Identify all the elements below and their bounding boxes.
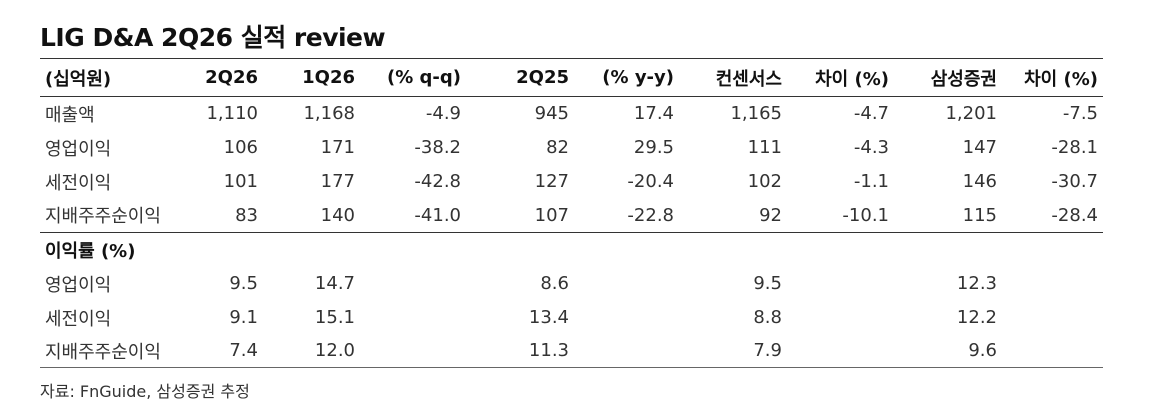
row-label: 영업이익: [45, 138, 112, 160]
table-cell: 127: [534, 171, 569, 192]
table-cell: 115: [962, 204, 997, 226]
table-cell: 17.4: [633, 103, 674, 125]
table-cell: 9.1: [229, 307, 258, 328]
section-row: 이익률 (%): [40, 232, 1103, 267]
header-cell: 차이 (%): [1002, 58, 1103, 97]
table-row: 지배주주순이익 7.4 12.0 11.3 7.9 9.6: [40, 334, 1103, 368]
table-cell: 177: [320, 171, 355, 192]
table-cell: [787, 301, 894, 335]
table-cell: 29.5: [633, 137, 674, 158]
table-cell: 102: [747, 171, 782, 192]
table-cell: 1,110: [206, 103, 258, 125]
table-cell: -38.2: [414, 137, 461, 158]
header-cell: (% q-q): [360, 58, 466, 97]
table-cell: [360, 301, 466, 335]
table-row: 지배주주순이익 83 140 -41.0 107 -22.8 92 -10.1 …: [40, 199, 1103, 233]
table-cell: 13.4: [528, 307, 569, 328]
table-cell: [574, 334, 679, 368]
table-cell: -7.5: [1062, 103, 1098, 125]
table-cell: -4.9: [425, 103, 461, 125]
table-cell: -10.1: [842, 204, 889, 226]
table-cell: 107: [534, 204, 569, 226]
table-row: 영업이익 9.5 14.7 8.6 9.5 12.3: [40, 267, 1103, 301]
table-cell: 140: [320, 204, 355, 226]
header-cell: 2Q25: [466, 58, 574, 97]
header-cell: (% y-y): [574, 58, 679, 97]
row-label: 세전이익: [45, 308, 112, 330]
table-cell: 12.3: [956, 273, 997, 294]
row-label: 지배주주순이익: [40, 334, 180, 368]
row-label: 영업이익: [45, 274, 112, 296]
table-cell: [1002, 301, 1103, 335]
table-cell: -28.4: [1051, 204, 1098, 226]
table-cell: 82: [546, 137, 569, 158]
table-cell: 111: [747, 137, 782, 158]
table-row: 매출액 1,110 1,168 -4.9 945 17.4 1,165 -4.7…: [40, 97, 1103, 131]
table-cell: [1002, 334, 1103, 368]
table-cell: 9.6: [894, 334, 1002, 368]
table-cell: 1,201: [945, 103, 997, 125]
table-cell: 147: [962, 137, 997, 158]
table-cell: 12.2: [956, 307, 997, 328]
row-label: 세전이익: [45, 172, 112, 194]
table-cell: -20.4: [627, 171, 674, 192]
earnings-table: (십억원) 2Q26 1Q26 (% q-q) 2Q25 (% y-y) 컨센서…: [40, 58, 1103, 368]
table-cell: -30.7: [1051, 171, 1098, 192]
table-row: 세전이익 101 177 -42.8 127 -20.4 102 -1.1 14…: [40, 165, 1103, 199]
table-cell: 15.1: [314, 307, 355, 328]
table-cell: -42.8: [414, 171, 461, 192]
table-cell: [360, 267, 466, 301]
header-cell: 컨센서스: [679, 58, 787, 97]
table-cell: 9.5: [753, 273, 782, 294]
table-cell: -28.1: [1051, 137, 1098, 158]
table-cell: [1002, 267, 1103, 301]
table-cell: 8.8: [753, 307, 782, 328]
table-row: 영업이익 106 171 -38.2 82 29.5 111 -4.3 147 …: [40, 131, 1103, 165]
source-note: 자료: FnGuide, 삼성증권 추정: [40, 382, 250, 401]
table-cell: -1.1: [853, 171, 889, 192]
section-label: 이익률 (%): [40, 232, 1103, 267]
table-cell: [360, 334, 466, 368]
table-cell: [574, 267, 679, 301]
header-cell: 차이 (%): [787, 58, 894, 97]
row-label: 매출액: [45, 104, 95, 126]
table-cell: -41.0: [414, 204, 461, 226]
table-cell: 1,168: [303, 103, 355, 125]
table-cell: 7.9: [679, 334, 787, 368]
table-cell: 92: [759, 204, 782, 226]
header-row: (십억원) 2Q26 1Q26 (% q-q) 2Q25 (% y-y) 컨센서…: [40, 58, 1103, 97]
table-cell: [574, 301, 679, 335]
table-cell: [787, 267, 894, 301]
table-cell: -4.7: [853, 103, 889, 125]
table-cell: 7.4: [180, 334, 263, 368]
header-cell: 1Q26: [263, 58, 360, 97]
table-cell: 14.7: [314, 273, 355, 294]
table-cell: 1,165: [730, 103, 782, 125]
header-cell: 2Q26: [180, 58, 263, 97]
table-cell: 11.3: [466, 334, 574, 368]
table-cell: [787, 334, 894, 368]
table-cell: 83: [235, 204, 258, 226]
table-cell: -4.3: [853, 137, 889, 158]
header-cell: (십억원): [40, 58, 180, 97]
table-cell: 106: [223, 137, 258, 158]
table-cell: 945: [534, 103, 569, 125]
table-row: 세전이익 9.1 15.1 13.4 8.8 12.2: [40, 301, 1103, 335]
table-cell: 8.6: [540, 273, 569, 294]
table-cell: 9.5: [229, 273, 258, 294]
table-cell: 101: [223, 171, 258, 192]
table-cell: 171: [320, 137, 355, 158]
table-cell: 12.0: [263, 334, 360, 368]
table-cell: 146: [962, 171, 997, 192]
table-cell: -22.8: [627, 204, 674, 226]
header-cell: 삼성증권: [894, 58, 1002, 97]
row-label: 지배주주순이익: [45, 206, 161, 228]
report-title: LIG D&A 2Q26 실적 review: [40, 23, 386, 52]
